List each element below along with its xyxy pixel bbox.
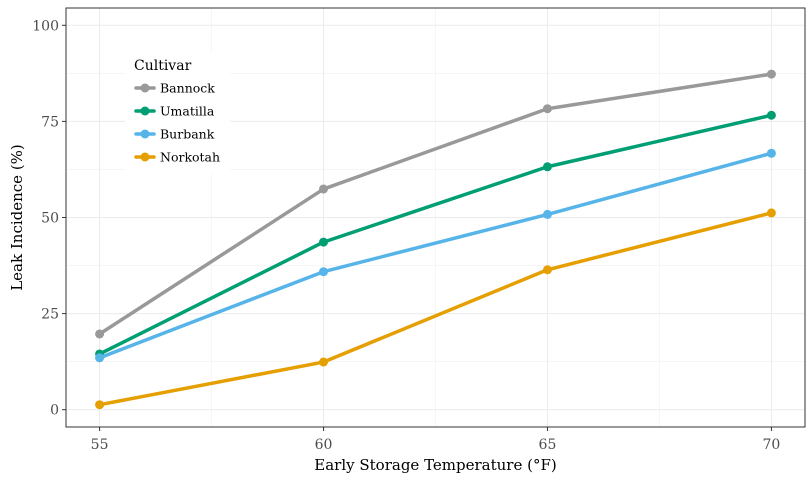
legend-label-umatilla: Umatilla	[160, 104, 215, 119]
y-tick-label: 50	[41, 211, 59, 227]
data-point-bannock	[319, 184, 329, 194]
data-point-umatilla	[319, 237, 329, 247]
y-tick-label: 100	[32, 18, 59, 34]
series-layer	[95, 69, 776, 410]
data-point-burbank	[319, 267, 329, 277]
y-tick-label: 75	[41, 114, 59, 130]
data-point-umatilla	[542, 162, 552, 172]
data-point-burbank	[95, 353, 105, 363]
legend-title: Cultivar	[134, 58, 192, 74]
series-line-umatilla	[97, 113, 774, 356]
legend-label-burbank: Burbank	[160, 127, 215, 142]
x-axis: 55 60 65 70	[91, 427, 780, 453]
y-tick-label: 25	[41, 307, 59, 323]
legend: Cultivar Bannock Umatilla Burbank Norkotah	[125, 52, 230, 174]
data-point-umatilla	[766, 110, 776, 120]
data-point-burbank	[766, 148, 776, 158]
x-axis-title: Early Storage Temperature (°F)	[314, 456, 556, 474]
legend-label-norkotah: Norkotah	[160, 150, 220, 165]
data-point-norkotah	[319, 357, 329, 367]
series-line-burbank	[97, 151, 774, 360]
data-point-bannock	[766, 69, 776, 79]
legend-key-point-burbank	[140, 129, 150, 139]
x-tick-label: 65	[539, 437, 557, 453]
y-axis: 0 25 50 75 100	[32, 18, 66, 419]
x-tick-label: 70	[762, 437, 780, 453]
legend-key-point-umatilla	[140, 106, 150, 116]
legend-key-point-bannock	[140, 83, 150, 93]
data-point-norkotah	[542, 265, 552, 275]
series-line-bannock	[97, 72, 774, 336]
legend-label-bannock: Bannock	[160, 81, 215, 96]
y-axis-title: Leak Incidence (%)	[8, 144, 26, 291]
x-tick-label: 60	[315, 437, 333, 453]
data-point-norkotah	[95, 400, 105, 410]
data-point-bannock	[95, 329, 105, 339]
legend-key-point-norkotah	[140, 152, 150, 162]
data-point-bannock	[542, 104, 552, 114]
data-point-burbank	[542, 209, 552, 219]
x-tick-label: 55	[91, 437, 109, 453]
data-point-norkotah	[766, 208, 776, 218]
y-tick-label: 0	[50, 403, 59, 419]
series-line-norkotah	[97, 211, 774, 407]
